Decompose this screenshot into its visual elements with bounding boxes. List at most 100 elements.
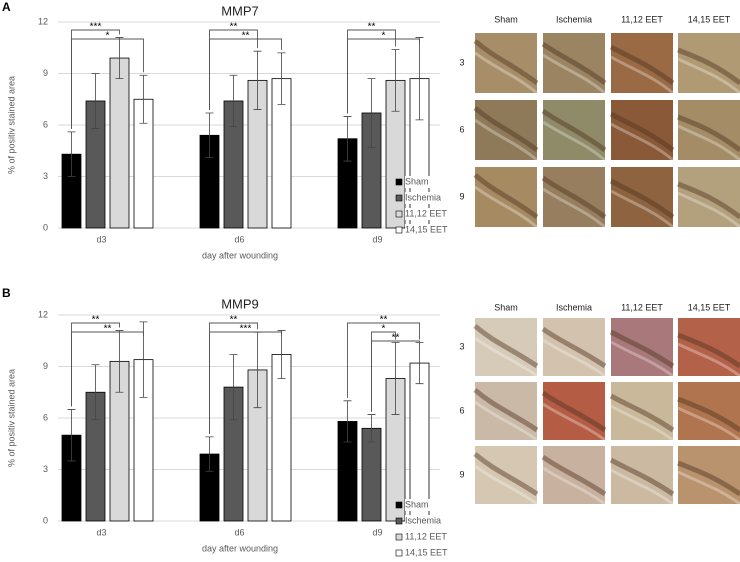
tissue-band bbox=[473, 452, 539, 497]
legend-label: 11,12 EET bbox=[405, 208, 447, 218]
panel-label: A bbox=[2, 0, 11, 14]
micrograph bbox=[475, 167, 537, 227]
significance-bracket bbox=[209, 331, 282, 434]
micrograph-column-label: Ischemia bbox=[556, 14, 592, 24]
tissue-band bbox=[677, 124, 740, 162]
error-bar bbox=[67, 409, 76, 462]
significance-bracket bbox=[71, 331, 144, 407]
chart-title: MMP9 bbox=[221, 296, 259, 311]
tissue-band bbox=[474, 185, 538, 229]
tissue-band bbox=[541, 41, 607, 86]
tissue-band bbox=[473, 324, 539, 369]
tissue-band bbox=[677, 396, 740, 433]
error-bar bbox=[67, 131, 76, 177]
tissue-band bbox=[609, 111, 675, 153]
y-tick-label: 12 bbox=[38, 16, 48, 26]
tissue-band bbox=[677, 47, 740, 86]
legend-label: 11,12 EET bbox=[405, 531, 447, 541]
y-tick-label: 3 bbox=[43, 171, 48, 181]
micrograph-column-label: 11,12 EET bbox=[621, 14, 663, 24]
micrograph bbox=[678, 33, 740, 93]
legend-swatch bbox=[395, 226, 403, 234]
x-tick-label: d6 bbox=[234, 234, 244, 244]
error-bar bbox=[115, 37, 124, 80]
legend-swatch bbox=[395, 549, 403, 557]
micrograph bbox=[611, 446, 673, 504]
tissue-band bbox=[610, 189, 674, 229]
micrograph-column-label: Sham bbox=[494, 14, 518, 24]
legend-bg bbox=[405, 547, 451, 559]
micrograph bbox=[543, 382, 605, 440]
tissue-band bbox=[474, 336, 538, 378]
tissue-band bbox=[677, 332, 740, 369]
significance-label: * bbox=[382, 31, 386, 42]
error-bar bbox=[391, 342, 400, 415]
micrograph bbox=[475, 100, 537, 160]
legend-bg bbox=[405, 208, 451, 220]
micrograph bbox=[475, 318, 537, 376]
tissue-band bbox=[677, 191, 740, 229]
tissue-band bbox=[677, 460, 740, 497]
error-bar bbox=[205, 436, 214, 472]
micrograph-column-label: Sham bbox=[494, 302, 518, 312]
tissue-band bbox=[677, 342, 740, 378]
y-tick-label: 9 bbox=[43, 361, 48, 371]
legend-bg bbox=[405, 224, 451, 236]
tissue-band bbox=[541, 390, 607, 433]
significance-bracket bbox=[347, 38, 420, 114]
y-axis-label: % of positiv stained area bbox=[6, 369, 16, 467]
significance-label: *** bbox=[90, 22, 102, 33]
micrograph bbox=[678, 382, 740, 440]
tissue-band bbox=[541, 175, 607, 220]
error-bar bbox=[253, 50, 262, 110]
legend-label: Ischemia bbox=[405, 515, 441, 525]
legend-swatch bbox=[395, 178, 403, 186]
micrograph bbox=[611, 33, 673, 93]
legend-label: Ischemia bbox=[405, 192, 441, 202]
error-bar bbox=[391, 49, 400, 112]
micrograph-column-label: Ischemia bbox=[556, 302, 592, 312]
legend-label: Sham bbox=[405, 176, 429, 186]
micrograph bbox=[475, 382, 537, 440]
tissue-band bbox=[609, 178, 675, 220]
legend-bg bbox=[405, 531, 451, 543]
tissue-band bbox=[542, 120, 606, 162]
error-bar bbox=[115, 330, 124, 393]
bar bbox=[409, 362, 430, 522]
tissue-band bbox=[542, 338, 606, 378]
legend-label: 14,15 EET bbox=[405, 547, 448, 557]
tissue-band bbox=[542, 187, 606, 229]
significance-label: ** bbox=[368, 22, 376, 33]
micrograph bbox=[611, 318, 673, 376]
micrograph bbox=[678, 318, 740, 376]
legend-label: Sham bbox=[405, 499, 429, 509]
error-bar bbox=[229, 354, 238, 421]
significance-label: ** bbox=[230, 22, 238, 33]
tissue-band bbox=[609, 457, 675, 497]
x-axis-label: day after wounding bbox=[202, 543, 278, 553]
x-tick-label: d3 bbox=[96, 527, 106, 537]
tissue-band bbox=[541, 108, 607, 153]
legend-bg bbox=[405, 515, 451, 527]
legend-bg bbox=[405, 499, 451, 511]
error-bar bbox=[91, 364, 100, 421]
y-axis-label: % of positiv stained area bbox=[6, 76, 16, 174]
tissue-band bbox=[610, 404, 674, 442]
significance-bracket bbox=[347, 322, 420, 398]
y-tick-label: 9 bbox=[43, 68, 48, 78]
micrograph-row-label: 6 bbox=[459, 405, 464, 415]
y-tick-label: 6 bbox=[43, 412, 48, 422]
tissue-band bbox=[473, 39, 539, 86]
error-bar bbox=[343, 400, 352, 443]
x-tick-label: d3 bbox=[96, 234, 106, 244]
micrograph-row-label: 9 bbox=[459, 469, 464, 479]
tissue-band bbox=[542, 466, 606, 506]
tissue-band bbox=[610, 122, 674, 162]
micrograph bbox=[611, 382, 673, 440]
bar bbox=[109, 57, 130, 229]
tissue-band bbox=[677, 181, 740, 220]
tissue-band bbox=[474, 118, 538, 162]
x-tick-label: d9 bbox=[372, 527, 382, 537]
micrograph-row-label: 3 bbox=[459, 57, 464, 67]
